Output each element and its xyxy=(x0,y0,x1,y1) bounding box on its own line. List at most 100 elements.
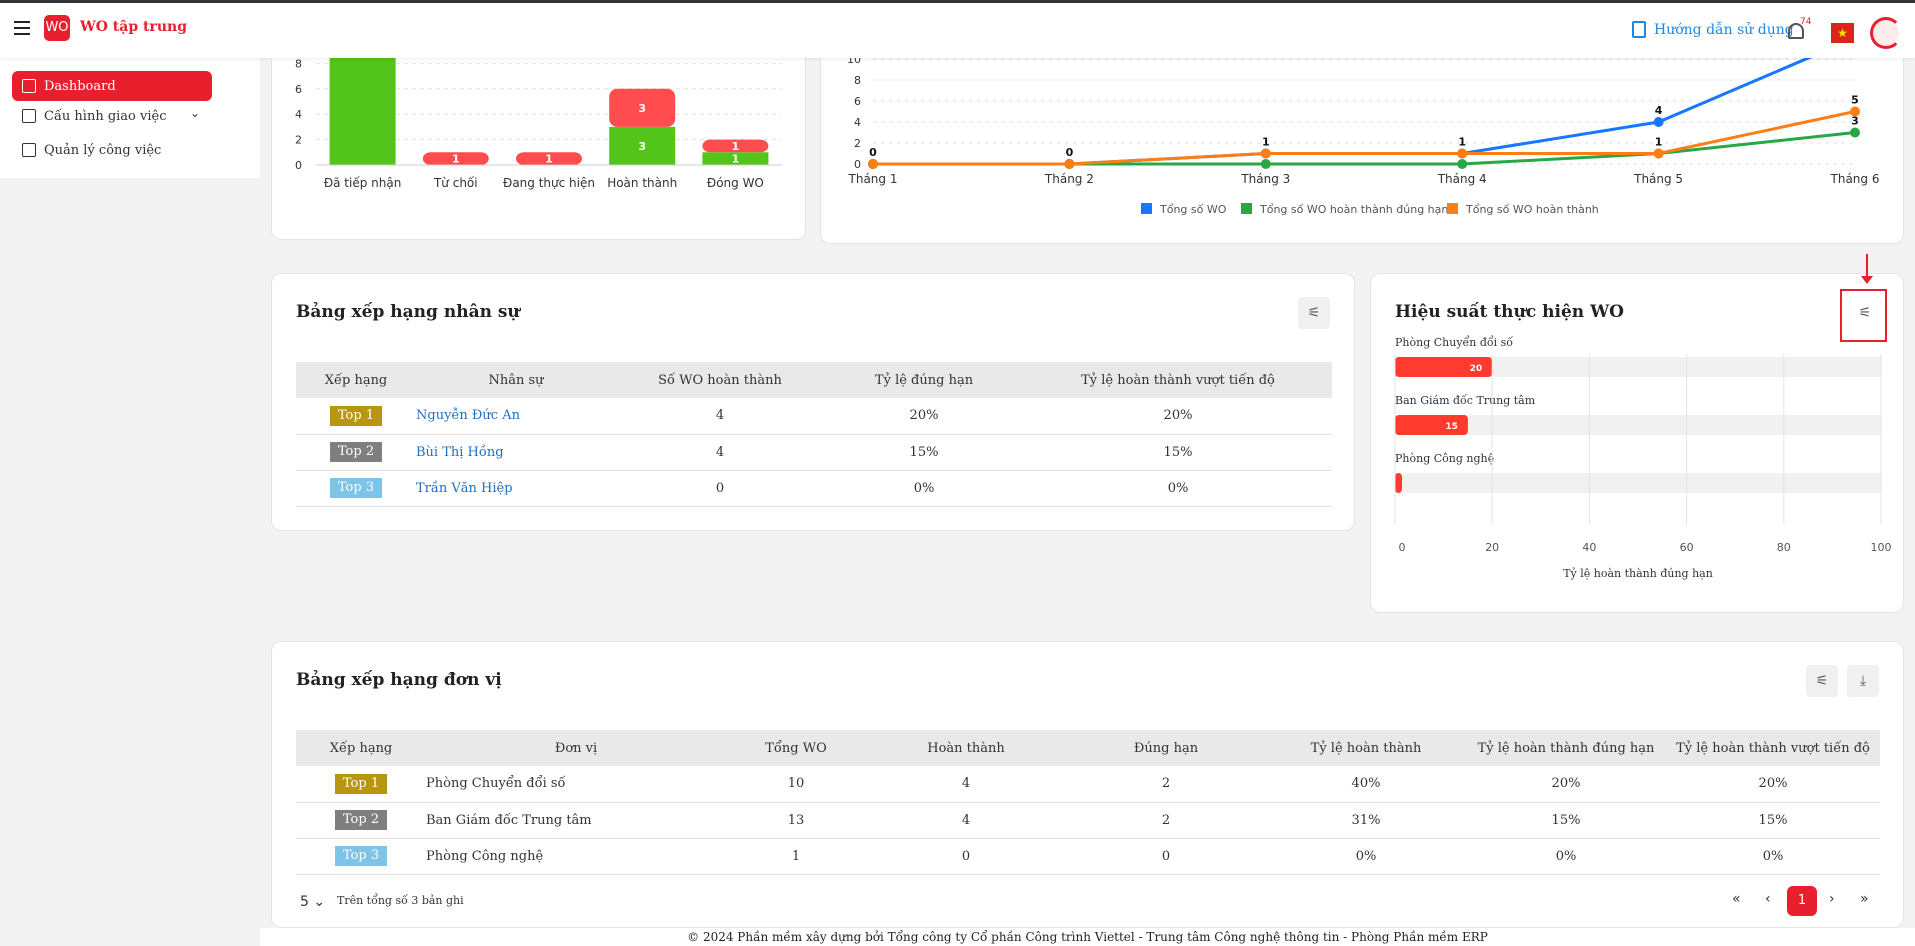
first-page-icon[interactable]: « xyxy=(1732,891,1741,907)
table-row: Top 1 Nguyễn Đức An 4 20% 20% xyxy=(296,398,1332,435)
bar-data-label: 1 xyxy=(732,140,740,153)
point-data-label: 3 xyxy=(1851,115,1859,128)
download-icon[interactable]: ⤓ xyxy=(1847,665,1879,697)
column-header: Tỷ lệ đúng hạn xyxy=(824,362,1024,398)
bar xyxy=(1395,357,1493,377)
table-cell: 0% xyxy=(1666,838,1880,875)
page-button-current[interactable]: 1 xyxy=(1787,886,1817,916)
point-data-label: 1 xyxy=(1262,136,1270,149)
table-cell: 1 xyxy=(726,838,866,875)
next-page-icon[interactable]: › xyxy=(1829,891,1835,907)
y-tick-label: 0 xyxy=(295,159,302,172)
point-data-label: 0 xyxy=(1066,146,1074,159)
prev-page-icon[interactable]: ‹ xyxy=(1765,891,1771,907)
last-page-icon[interactable]: » xyxy=(1860,891,1869,907)
unit-ranking-card: Bảng xếp hạng đơn vị ⚟ ⤓ Xếp hạng Đơn vị… xyxy=(271,641,1904,928)
user-avatar[interactable] xyxy=(1870,17,1902,49)
x-axis-label: Tỷ lệ hoàn thành đúng hạn xyxy=(1563,567,1713,580)
data-point xyxy=(1457,148,1468,159)
x-tick-label: 100 xyxy=(1871,541,1892,554)
user-guide-link[interactable]: Hướng dẫn sử dụng xyxy=(1632,21,1794,38)
x-tick-label: 20 xyxy=(1485,541,1499,554)
x-tick-label: Tháng 3 xyxy=(1240,172,1290,186)
data-point xyxy=(1653,117,1664,127)
column-header: Tổng WO xyxy=(726,730,866,766)
notification-count: 74 xyxy=(1800,17,1812,27)
bar xyxy=(609,126,676,165)
y-tick-label: 8 xyxy=(295,57,302,70)
legend-label: Tổng số WO hoàn thành xyxy=(1465,203,1599,216)
data-point xyxy=(1653,148,1664,159)
data-point xyxy=(1850,106,1860,117)
unit-name-cell: Phòng Chuyển đổi số xyxy=(426,766,726,803)
series-line xyxy=(873,131,1856,166)
sidebar-item-dashboard[interactable]: Dashboard xyxy=(12,71,212,101)
legend-swatch xyxy=(1447,203,1458,214)
table-cell: 4 xyxy=(616,434,824,471)
sidebar: Dashboard Cấu hình giao việc ⌄ Quản lý c… xyxy=(0,58,260,178)
unit-name-cell: Ban Giám đốc Trung tâm xyxy=(426,802,726,839)
app-title: WO tập trung xyxy=(80,19,187,35)
status-bar-chart: 0 2 4 6 8 Đã tiếp nhận 1 Từ chối 1 Đang thực hiện… xyxy=(295,50,782,190)
table-cell: 10 xyxy=(726,766,866,803)
bar-track xyxy=(1395,357,1881,377)
column-header: Đúng hạn xyxy=(1066,730,1266,766)
staff-ranking-table: Xếp hạng Nhân sự Số WO hoàn thành Tỷ lệ … xyxy=(296,362,1332,507)
x-tick-label: 80 xyxy=(1777,541,1791,554)
table-cell: 0% xyxy=(1266,838,1466,875)
annotation-arrowhead xyxy=(1861,276,1873,284)
page-size-select[interactable]: 5 ⌄ xyxy=(300,894,326,910)
filter-settings-icon[interactable]: ⚟ xyxy=(1849,297,1881,329)
sidebar-item-config[interactable]: Cấu hình giao việc xyxy=(12,101,177,131)
point-data-label: 4 xyxy=(1655,104,1663,117)
table-cell: 20% xyxy=(1024,398,1332,435)
bar xyxy=(702,152,769,165)
staff-name-link[interactable]: Nguyễn Đức An xyxy=(416,398,616,435)
staff-name-link[interactable]: Bùi Thị Hồng xyxy=(416,434,616,471)
rank-badge: Top 2 xyxy=(330,442,382,462)
document-icon xyxy=(1632,21,1646,38)
table-cell: 4 xyxy=(866,766,1066,803)
x-tick-label: Đang thực hiện xyxy=(503,176,595,190)
notification-bell-icon[interactable]: 74 xyxy=(1786,17,1812,43)
unit-ranking-table: Xếp hạng Đơn vị Tổng WO Hoàn thành Đúng … xyxy=(296,730,1880,875)
staff-name-link[interactable]: Trần Văn Hiệp xyxy=(416,470,616,507)
page-size-value: 5 xyxy=(300,894,309,910)
chevron-down-icon[interactable]: ⌄ xyxy=(190,106,201,120)
bar-data-label: 3 xyxy=(638,140,646,153)
grid-icon xyxy=(22,79,36,93)
y-tick-label: 2 xyxy=(295,134,302,147)
column-header: Tỷ lệ hoàn thành xyxy=(1266,730,1466,766)
status-bar-chart-card: 0 2 4 6 8 Đã tiếp nhận 1 Từ chối 1 Đang thực hiện… xyxy=(271,40,806,240)
vietnam-flag-icon[interactable]: ★ xyxy=(1831,23,1854,43)
table-cell: 0 xyxy=(866,838,1066,875)
bar xyxy=(1395,415,1468,435)
bar xyxy=(1395,473,1402,493)
bar-track xyxy=(1395,415,1881,435)
bar-data-label: 1 xyxy=(545,153,553,166)
filter-settings-icon[interactable]: ⚟ xyxy=(1806,665,1838,697)
sidebar-item-label: Dashboard xyxy=(44,78,116,94)
bar-data-label: 1 xyxy=(732,153,740,166)
point-data-label: 5 xyxy=(1851,94,1859,107)
top-bar: WO WO tập trung Hướng dẫn sử dụng 74 ★ xyxy=(0,0,1915,58)
table-cell: 20% xyxy=(1466,766,1666,803)
footer-text: © 2024 Phần mềm xây dựng bởi Tổng công t… xyxy=(260,928,1915,946)
bar-data-label: 3 xyxy=(638,102,646,115)
table-cell: 15% xyxy=(1666,802,1880,839)
table-cell: 15% xyxy=(824,434,1024,471)
legend-label: Tổng số WO hoàn thành đúng hạn xyxy=(1259,203,1448,216)
table-cell: 0 xyxy=(1066,838,1266,875)
legend-label: Tổng số WO xyxy=(1159,203,1227,216)
bar-category-label: Ban Giám đốc Trung tâm xyxy=(1395,394,1536,407)
bar xyxy=(609,88,676,127)
rank-cell: Top 2 xyxy=(296,434,416,471)
data-point xyxy=(1850,127,1860,138)
filter-settings-icon[interactable]: ⚟ xyxy=(1298,297,1330,329)
hamburger-menu-icon[interactable] xyxy=(14,21,30,35)
column-header: Xếp hạng xyxy=(296,730,426,766)
total-records-text: Trên tổng số 3 bản ghi xyxy=(337,894,464,907)
table-cell: 0 xyxy=(616,470,824,507)
data-point xyxy=(1457,159,1468,169)
sidebar-item-tasks[interactable]: Quản lý công việc xyxy=(12,135,171,165)
